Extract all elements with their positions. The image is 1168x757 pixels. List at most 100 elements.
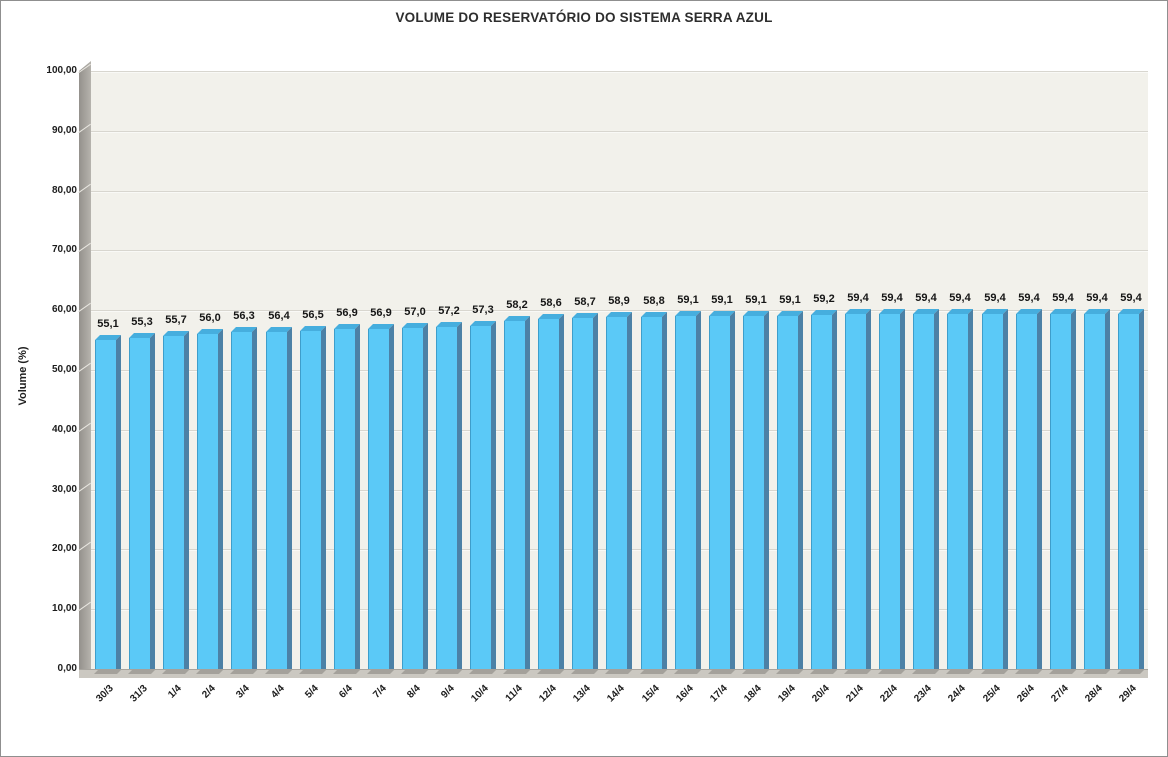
bar-side-face [866, 309, 871, 669]
bar-side-face [1037, 309, 1042, 669]
chart-title: VOLUME DO RESERVATÓRIO DO SISTEMA SERRA … [395, 10, 773, 25]
bar-base-shadow [299, 669, 327, 674]
bar-top-face [1084, 309, 1110, 314]
bar [641, 312, 667, 669]
bar-front-face [845, 314, 866, 669]
bar-base-shadow [94, 669, 122, 674]
bar [197, 329, 223, 669]
bar-base-shadow [265, 669, 293, 674]
bar-side-face [525, 316, 530, 669]
bar-value-label: 59,4 [1120, 292, 1142, 304]
y-tick-label: 50,00 [51, 364, 77, 375]
bar-base-shadow [640, 669, 668, 674]
bar-top-face [470, 321, 496, 326]
bar [709, 311, 735, 669]
y-tick-label: 0,00 [57, 663, 77, 674]
bar [231, 327, 257, 669]
bar-base-shadow [708, 669, 736, 674]
y-tick-label: 40,00 [51, 423, 77, 435]
gridline [91, 310, 1148, 312]
bar-front-face [606, 317, 627, 669]
bar [811, 310, 837, 669]
bar-front-face [197, 334, 218, 669]
bar-side-face [457, 322, 462, 669]
bar-side-face [423, 323, 428, 669]
bar-value-label: 58,6 [540, 297, 562, 309]
bar-value-label: 56,3 [233, 310, 255, 322]
bar-top-face [95, 335, 121, 340]
bar [402, 323, 428, 669]
y-tick-label: 70,00 [51, 244, 77, 256]
bar [1016, 309, 1042, 669]
bar-front-face [947, 314, 968, 669]
bar-side-face [593, 313, 598, 669]
bar [1084, 309, 1110, 669]
bar-base-shadow [1015, 669, 1043, 674]
gridline [91, 190, 1148, 192]
bar [982, 309, 1008, 669]
bar-base-shadow [230, 669, 258, 674]
bar-front-face [538, 319, 559, 669]
bar-value-label: 59,1 [745, 294, 767, 306]
bar-side-face [968, 309, 973, 669]
bar-top-face [436, 322, 462, 327]
bar [675, 311, 701, 669]
bar-top-face [947, 309, 973, 314]
bar-base-shadow [401, 669, 429, 674]
bar-front-face [675, 316, 696, 669]
bar-base-shadow [571, 669, 599, 674]
bar [947, 309, 973, 669]
bar-value-label: 55,3 [131, 316, 153, 328]
bar-value-label: 57,3 [472, 304, 494, 316]
bar-value-label: 59,1 [677, 294, 699, 306]
bar-base-shadow [537, 669, 565, 674]
bar-base-shadow [1117, 669, 1145, 674]
bar-top-face [197, 329, 223, 334]
bar-side-face [1003, 309, 1008, 669]
bar-front-face [777, 316, 798, 669]
bar-top-face [300, 326, 326, 331]
bar-front-face [504, 321, 525, 669]
bar-side-face [730, 311, 735, 669]
bar-value-label: 56,4 [268, 310, 290, 322]
bar-base-shadow [844, 669, 872, 674]
bar-top-face [163, 331, 189, 336]
bar-top-face [368, 324, 394, 329]
y-tick-label: 80,00 [51, 184, 77, 196]
bar [300, 326, 326, 669]
bar-value-label: 59,1 [779, 294, 801, 306]
bar-base-shadow [810, 669, 838, 674]
bar-base-shadow [605, 669, 633, 674]
bar-base-shadow [946, 669, 974, 674]
bar-front-face [163, 336, 184, 669]
bar-front-face [266, 332, 287, 669]
gridline [91, 130, 1148, 132]
bar-side-face [798, 311, 803, 669]
bar-value-label: 56,0 [199, 312, 221, 324]
bar-top-face [709, 311, 735, 316]
bar-front-face [1016, 314, 1037, 669]
bar-front-face [1050, 314, 1071, 669]
bar-value-label: 58,9 [608, 295, 630, 307]
bar-front-face [743, 316, 764, 669]
bar-base-shadow [742, 669, 770, 674]
bar-top-face [231, 327, 257, 332]
bar-front-face [231, 332, 252, 669]
bar-front-face [811, 315, 832, 669]
bar-base-shadow [469, 669, 497, 674]
bar-base-shadow [196, 669, 224, 674]
bar-side-face [832, 310, 837, 669]
y-tick-label: 10,00 [51, 603, 77, 615]
bar-top-face [402, 323, 428, 328]
bar-value-label: 56,9 [336, 307, 358, 319]
bar-base-shadow [776, 669, 804, 674]
bar-top-face [777, 311, 803, 316]
bar-top-face [129, 333, 155, 338]
bar-front-face [368, 329, 389, 669]
y-tick-label: 60,00 [51, 304, 77, 316]
bar-top-face [845, 309, 871, 314]
bar [504, 316, 530, 669]
bar-top-face [675, 311, 701, 316]
bar-value-label: 57,0 [404, 306, 426, 318]
bar-side-face [252, 327, 257, 669]
